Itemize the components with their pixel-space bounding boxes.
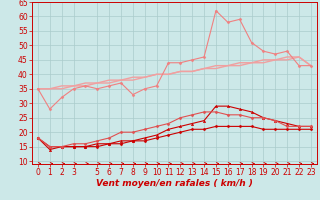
X-axis label: Vent moyen/en rafales ( km/h ): Vent moyen/en rafales ( km/h ) <box>96 179 253 188</box>
